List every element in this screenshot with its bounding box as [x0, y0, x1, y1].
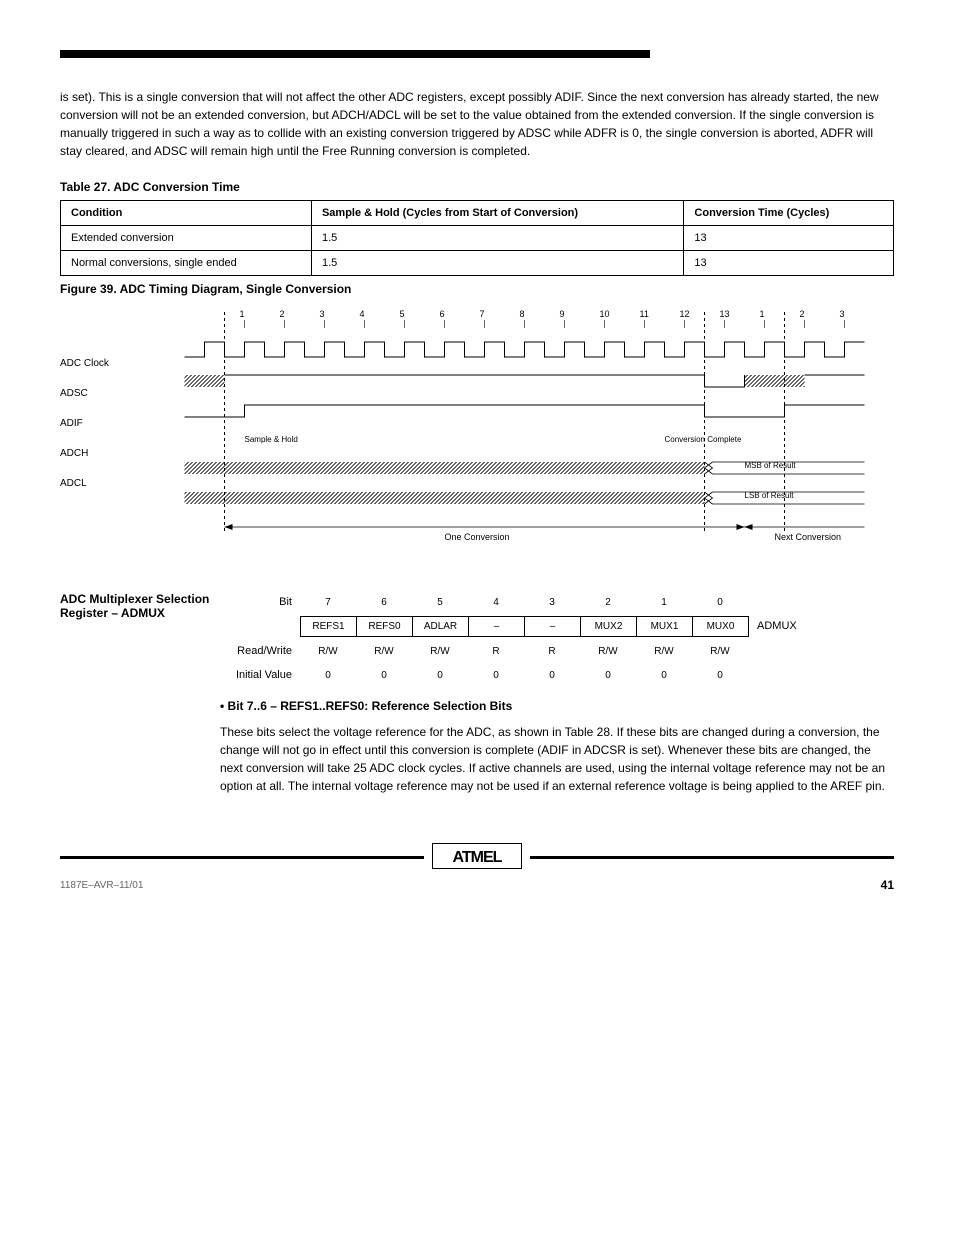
svg-text:2: 2	[280, 309, 285, 319]
svg-text:13: 13	[720, 309, 730, 319]
figure39-caption: Figure 39. ADC Timing Diagram, Single Co…	[60, 282, 894, 296]
cell: Extended conversion	[61, 226, 312, 251]
reg-rw-label: Read/Write	[220, 643, 300, 660]
reg-bit-numbers: 76 54 32 10	[300, 592, 748, 612]
signal-label: ADSC	[60, 378, 155, 408]
svg-text:4: 4	[360, 309, 365, 319]
svg-text:LSB of Result: LSB of Result	[745, 491, 795, 500]
cell: 13	[684, 226, 894, 251]
svg-text:MSB of Result: MSB of Result	[745, 461, 797, 470]
svg-text:ATMEL: ATMEL	[453, 849, 503, 866]
svg-text:6: 6	[440, 309, 445, 319]
page-number: 41	[881, 878, 894, 892]
svg-text:11: 11	[640, 309, 649, 319]
svg-text:7: 7	[480, 309, 485, 319]
table27-col1: Sample & Hold (Cycles from Start of Conv…	[311, 201, 683, 226]
reg-bit-label: Bit	[220, 594, 300, 611]
table-row: Extended conversion 1.5 13	[61, 226, 894, 251]
top-rule	[60, 50, 650, 58]
reg-initial: 00 00 00 00	[300, 665, 748, 685]
svg-text:3: 3	[840, 309, 845, 319]
timing-diagram: ADC Clock ADSC ADIF ADCH ADCL 123 456 78…	[60, 302, 894, 562]
table-row: Normal conversions, single ended 1.5 13	[61, 251, 894, 276]
doc-id: 1187E–AVR–11/01	[60, 880, 143, 891]
svg-text:9: 9	[560, 309, 565, 319]
reg-rw: R/WR/W R/WR RR/W R/WR/W	[300, 641, 748, 661]
table27-caption: Table 27. ADC Conversion Time	[60, 180, 894, 194]
reg-initial-label: Initial Value	[220, 667, 300, 684]
cell: 13	[684, 251, 894, 276]
svg-text:12: 12	[680, 309, 690, 319]
reg-bit-names: REFS1REFS0 ADLAR– –MUX2 MUX1MUX0	[300, 616, 749, 637]
svg-text:3: 3	[320, 309, 325, 319]
table27-col0: Condition	[61, 201, 312, 226]
body-paragraph: is set). This is a single conversion tha…	[60, 88, 894, 160]
timing-svg: 123 456 789 101112 1312 3	[155, 302, 894, 562]
cell: Normal conversions, single ended	[61, 251, 312, 276]
bullet-refs-title: • Bit 7..6 – REFS1..REFS0: Reference Sel…	[220, 697, 894, 715]
cell: 1.5	[311, 251, 683, 276]
svg-text:Sample & Hold: Sample & Hold	[245, 435, 298, 444]
bullet-refs-body: These bits select the voltage reference …	[220, 723, 894, 795]
cell: 1.5	[311, 226, 683, 251]
signal-label: ADCH	[60, 438, 155, 468]
section-heading: ADC Multiplexer Selection Register – ADM…	[60, 592, 220, 803]
svg-text:Next Conversion: Next Conversion	[775, 532, 842, 542]
table27: Condition Sample & Hold (Cycles from Sta…	[60, 200, 894, 276]
reg-name: ADMUX	[749, 618, 797, 635]
svg-text:2: 2	[800, 309, 805, 319]
signal-label: ADCL	[60, 468, 155, 498]
signal-label: ADIF	[60, 408, 155, 438]
svg-text:Conversion Complete: Conversion Complete	[665, 435, 742, 444]
svg-text:1: 1	[240, 309, 245, 319]
svg-text:8: 8	[520, 309, 525, 319]
signal-label: ADC Clock	[60, 348, 155, 378]
svg-text:One Conversion: One Conversion	[445, 532, 510, 542]
table27-col2: Conversion Time (Cycles)	[684, 201, 894, 226]
page-footer: ATMEL 1187E–AVR–11/01 41	[60, 843, 894, 892]
svg-text:10: 10	[600, 309, 610, 319]
svg-text:5: 5	[400, 309, 405, 319]
atmel-logo-icon: ATMEL	[432, 843, 522, 869]
svg-text:1: 1	[760, 309, 765, 319]
